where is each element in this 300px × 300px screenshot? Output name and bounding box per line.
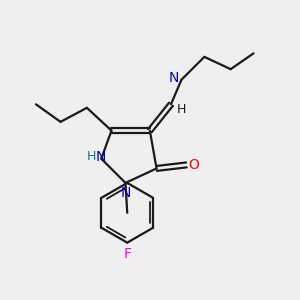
Text: H: H bbox=[87, 150, 96, 164]
Text: N: N bbox=[96, 150, 106, 164]
Text: N: N bbox=[169, 71, 179, 85]
Text: F: F bbox=[123, 247, 131, 261]
Text: H: H bbox=[177, 103, 186, 116]
Text: N: N bbox=[120, 187, 131, 200]
Text: O: O bbox=[189, 158, 200, 172]
